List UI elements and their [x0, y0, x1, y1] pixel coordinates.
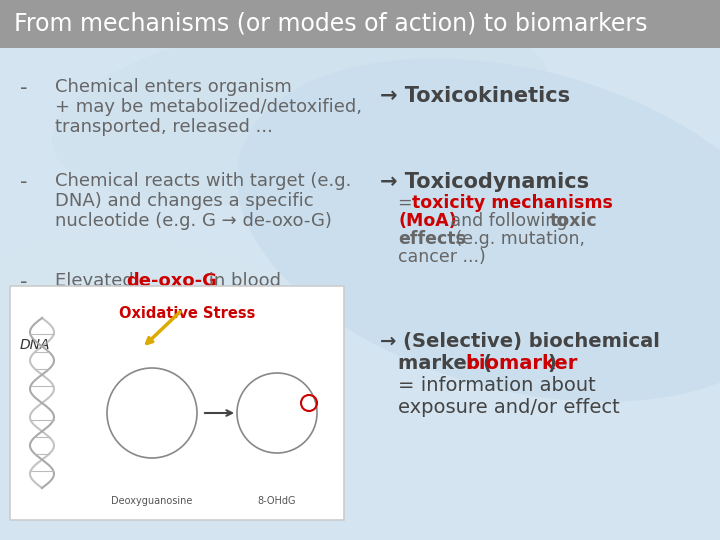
Text: Chemical enters organism: Chemical enters organism — [55, 78, 292, 96]
Text: toxic: toxic — [550, 212, 598, 230]
Text: and following: and following — [445, 212, 573, 230]
Text: de-oxo-G: de-oxo-G — [126, 272, 217, 290]
Text: ): ) — [547, 354, 556, 373]
Text: (MoA): (MoA) — [398, 212, 456, 230]
Text: marker (: marker ( — [398, 354, 492, 373]
Text: effects: effects — [398, 230, 466, 248]
Ellipse shape — [0, 237, 338, 403]
FancyBboxPatch shape — [10, 286, 344, 520]
Text: transported, released ...: transported, released ... — [55, 118, 273, 136]
Text: DNA) and changes a specific: DNA) and changes a specific — [55, 192, 314, 210]
Text: → Toxicodynamics: → Toxicodynamics — [380, 172, 589, 192]
Ellipse shape — [237, 58, 720, 402]
FancyBboxPatch shape — [0, 0, 720, 48]
Ellipse shape — [52, 15, 548, 206]
Text: Elevated: Elevated — [55, 272, 140, 290]
Text: Deoxyguanosine: Deoxyguanosine — [112, 496, 193, 506]
Text: exposure and/or effect: exposure and/or effect — [398, 398, 620, 417]
Text: 8-OHdG: 8-OHdG — [258, 496, 296, 506]
Text: -: - — [20, 272, 27, 292]
Text: in blood: in blood — [203, 272, 281, 290]
Text: -: - — [20, 172, 27, 192]
Text: DNA: DNA — [20, 338, 50, 352]
Text: = information about: = information about — [398, 376, 595, 395]
Text: -: - — [20, 78, 27, 98]
Text: =: = — [398, 194, 418, 212]
Text: nucleotide (e.g. G → de-oxo-G): nucleotide (e.g. G → de-oxo-G) — [55, 212, 332, 230]
Text: cancer ...): cancer ...) — [398, 248, 486, 266]
Text: → (Selective) biochemical: → (Selective) biochemical — [380, 332, 660, 351]
Text: → Toxicokinetics: → Toxicokinetics — [380, 86, 570, 106]
Text: + may be metabolized/detoxified,: + may be metabolized/detoxified, — [55, 98, 362, 116]
Text: biomarker: biomarker — [465, 354, 577, 373]
Text: Oxidative Stress: Oxidative Stress — [119, 306, 255, 321]
Text: From mechanisms (or modes of action) to biomarkers: From mechanisms (or modes of action) to … — [14, 12, 647, 36]
Text: Chemical reacts with target (e.g.: Chemical reacts with target (e.g. — [55, 172, 351, 190]
Text: (e.g. mutation,: (e.g. mutation, — [450, 230, 585, 248]
Text: toxicity mechanisms: toxicity mechanisms — [412, 194, 613, 212]
